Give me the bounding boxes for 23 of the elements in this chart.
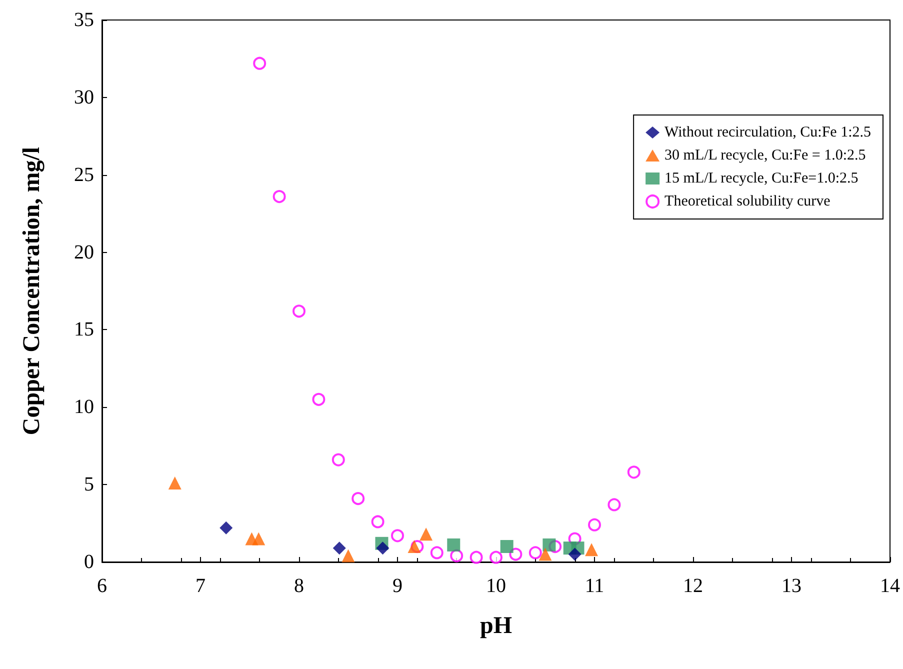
x-tick-label: 11 xyxy=(584,575,604,597)
y-tick-label: 25 xyxy=(74,164,94,186)
x-tick-label: 12 xyxy=(683,575,703,597)
y-tick-label: 20 xyxy=(74,241,94,264)
x-tick-label: 7 xyxy=(196,575,206,597)
x-tick-label: 9 xyxy=(392,575,402,597)
y-tick-label: 0 xyxy=(84,551,94,573)
y-tick-label: 10 xyxy=(74,396,94,418)
x-tick-label: 8 xyxy=(294,575,304,597)
y-tick-label: 5 xyxy=(84,474,94,496)
legend-label: Theoretical solubility curve xyxy=(664,194,831,210)
x-tick-label: 14 xyxy=(880,575,900,597)
y-tick-label: 35 xyxy=(74,9,94,31)
y-axis-title: Copper Concentration, mg/l xyxy=(19,146,45,436)
x-tick-label: 10 xyxy=(486,575,506,597)
x-tick-label: 6 xyxy=(97,575,107,597)
y-tick-label: 30 xyxy=(74,86,94,108)
legend-label: 30 mL/L recycle, Cu:Fe = 1.0:2.5 xyxy=(664,148,866,164)
x-tick-label: 13 xyxy=(782,575,802,597)
y-tick-label: 15 xyxy=(74,318,94,341)
x-axis-title: pH xyxy=(480,613,512,639)
legend-label: 15 mL/L recycle, Cu:Fe=1.0:2.5 xyxy=(664,170,858,186)
legend-label: Without recirculation, Cu:Fe 1:2.5 xyxy=(664,124,872,140)
